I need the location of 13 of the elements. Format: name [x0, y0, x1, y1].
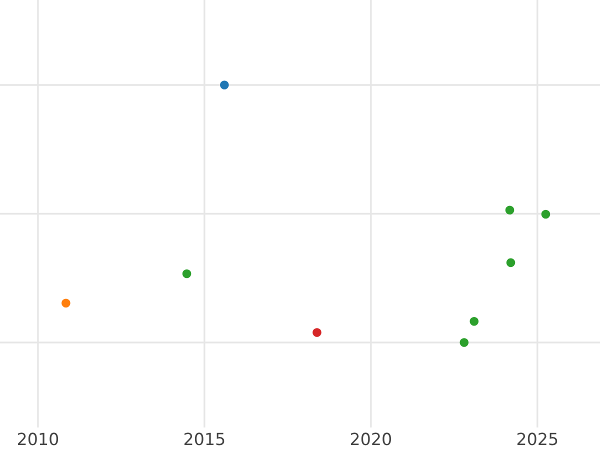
point — [470, 317, 479, 326]
point — [460, 338, 469, 347]
point — [62, 298, 70, 308]
point — [506, 258, 516, 268]
x-tick-label: 2020 — [350, 432, 392, 446]
point — [541, 210, 550, 219]
x-tick-label: 2010 — [18, 432, 58, 446]
point — [220, 80, 229, 90]
point — [182, 269, 192, 278]
point — [505, 206, 514, 215]
point — [312, 328, 322, 337]
x-tick-label: 2015 — [184, 432, 224, 446]
x-tick-label: 2025 — [517, 432, 558, 446]
